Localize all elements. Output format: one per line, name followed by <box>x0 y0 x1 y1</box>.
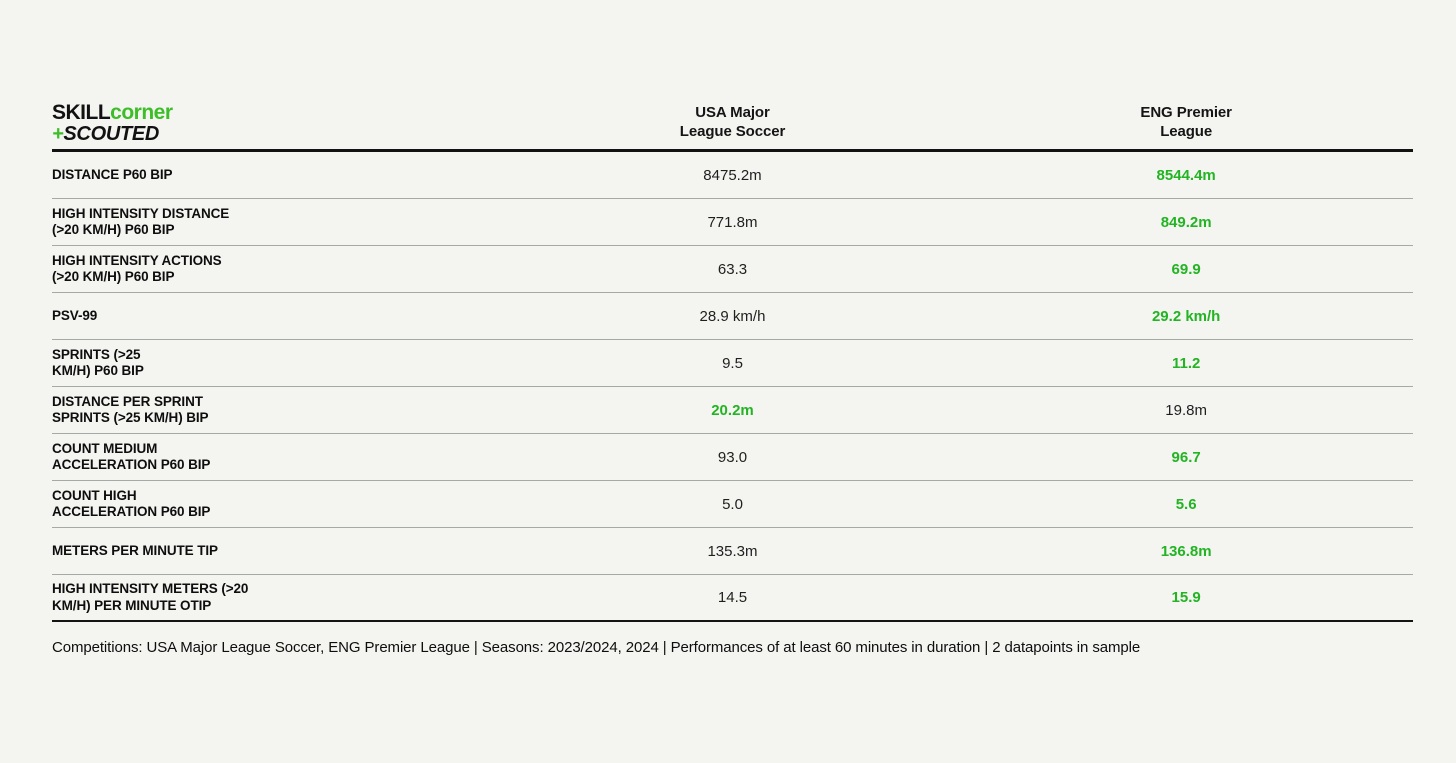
metric-label: DISTANCE P60 BIP <box>52 166 173 182</box>
metric-label: PSV-99 <box>52 307 98 323</box>
logo-text-corner: corner <box>110 100 173 124</box>
epl-value: 19.8m <box>1165 401 1207 419</box>
logo-line-skillcorner: SKILLcorner <box>52 102 506 123</box>
table-row: HIGH INTENSITY ACTIONS (>20 KM/H) P60 BI… <box>52 246 1413 293</box>
logo-line-scouted: +SCOUTED <box>52 124 506 144</box>
mls-value: 135.3m <box>707 542 758 560</box>
table-row: METERS PER MINUTE TIP 135.3m 136.8m <box>52 528 1413 575</box>
table-row: DISTANCE P60 BIP 8475.2m 8544.4m <box>52 152 1413 199</box>
metric-label: DISTANCE PER SPRINT SPRINTS (>25 KM/H) B… <box>52 393 209 426</box>
epl-value: 69.9 <box>1171 260 1201 278</box>
table-row: HIGH INTENSITY DISTANCE (>20 KM/H) P60 B… <box>52 199 1413 246</box>
epl-value: 29.2 km/h <box>1151 307 1221 325</box>
table-header: SKILLcorner +SCOUTED USA Major League So… <box>52 100 1413 152</box>
metric-label: HIGH INTENSITY ACTIONS (>20 KM/H) P60 BI… <box>52 252 222 285</box>
epl-value: 136.8m <box>1160 542 1212 560</box>
epl-value: 96.7 <box>1171 448 1201 466</box>
epl-value: 5.6 <box>1175 495 1197 513</box>
mls-value: 63.3 <box>717 260 748 278</box>
table-row: COUNT HIGH ACCELERATION P60 BIP 5.0 5.6 <box>52 481 1413 528</box>
metric-label: COUNT MEDIUM ACCELERATION P60 BIP <box>52 440 211 473</box>
skillcorner-scouted-logo: SKILLcorner +SCOUTED <box>52 102 506 144</box>
metric-label: HIGH INTENSITY DISTANCE (>20 KM/H) P60 B… <box>52 205 230 238</box>
mls-value: 771.8m <box>707 213 758 231</box>
mls-value: 14.5 <box>717 589 748 606</box>
table-row: HIGH INTENSITY METERS (>20 KM/H) PER MIN… <box>52 575 1413 622</box>
logo-text-scouted: SCOUTED <box>63 122 160 145</box>
table-row: SPRINTS (>25 KM/H) P60 BIP 9.5 11.2 <box>52 340 1413 387</box>
table-row: COUNT MEDIUM ACCELERATION P60 BIP 93.0 9… <box>52 434 1413 481</box>
comparison-page: SKILLcorner +SCOUTED USA Major League So… <box>52 100 1413 656</box>
epl-value: 11.2 <box>1171 354 1201 372</box>
mls-value: 5.0 <box>722 495 743 513</box>
column-header-eng-premier-league: ENG Premier League <box>1140 103 1232 140</box>
footnote: Competitions: USA Major League Soccer, E… <box>52 639 1141 656</box>
metric-label: SPRINTS (>25 KM/H) P60 BIP <box>52 346 144 379</box>
table-row: DISTANCE PER SPRINT SPRINTS (>25 KM/H) B… <box>52 387 1413 434</box>
mls-value: 28.9 km/h <box>699 307 766 325</box>
epl-value: 8544.4m <box>1156 166 1216 184</box>
epl-value: 849.2m <box>1160 213 1212 231</box>
mls-value: 9.5 <box>722 354 743 372</box>
epl-value: 15.9 <box>1171 589 1201 606</box>
column-header-usa-mls: USA Major League Soccer <box>679 103 786 140</box>
metric-label: COUNT HIGH ACCELERATION P60 BIP <box>52 487 211 520</box>
mls-value: 8475.2m <box>703 166 762 184</box>
logo-plus-sign: + <box>52 122 64 145</box>
mls-value: 93.0 <box>717 448 748 466</box>
table-row: PSV-99 28.9 km/h 29.2 km/h <box>52 293 1413 340</box>
mls-value: 20.2m <box>711 401 754 419</box>
metric-label: METERS PER MINUTE TIP <box>52 542 218 558</box>
metrics-table-body: DISTANCE P60 BIP 8475.2m 8544.4m HIGH IN… <box>52 152 1413 622</box>
logo-text-skill: SKILL <box>52 100 111 124</box>
metric-label: HIGH INTENSITY METERS (>20 KM/H) PER MIN… <box>52 581 249 613</box>
